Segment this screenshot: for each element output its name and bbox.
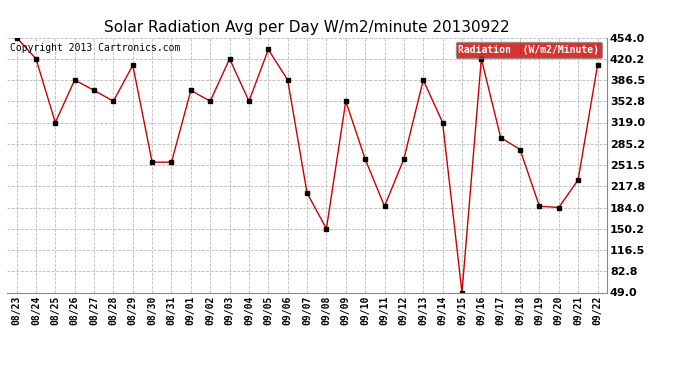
Text: Copyright 2013 Cartronics.com: Copyright 2013 Cartronics.com [10, 43, 180, 52]
Legend: Radiation  (W/m2/Minute): Radiation (W/m2/Minute) [455, 42, 602, 58]
Title: Solar Radiation Avg per Day W/m2/minute 20130922: Solar Radiation Avg per Day W/m2/minute … [104, 20, 510, 35]
